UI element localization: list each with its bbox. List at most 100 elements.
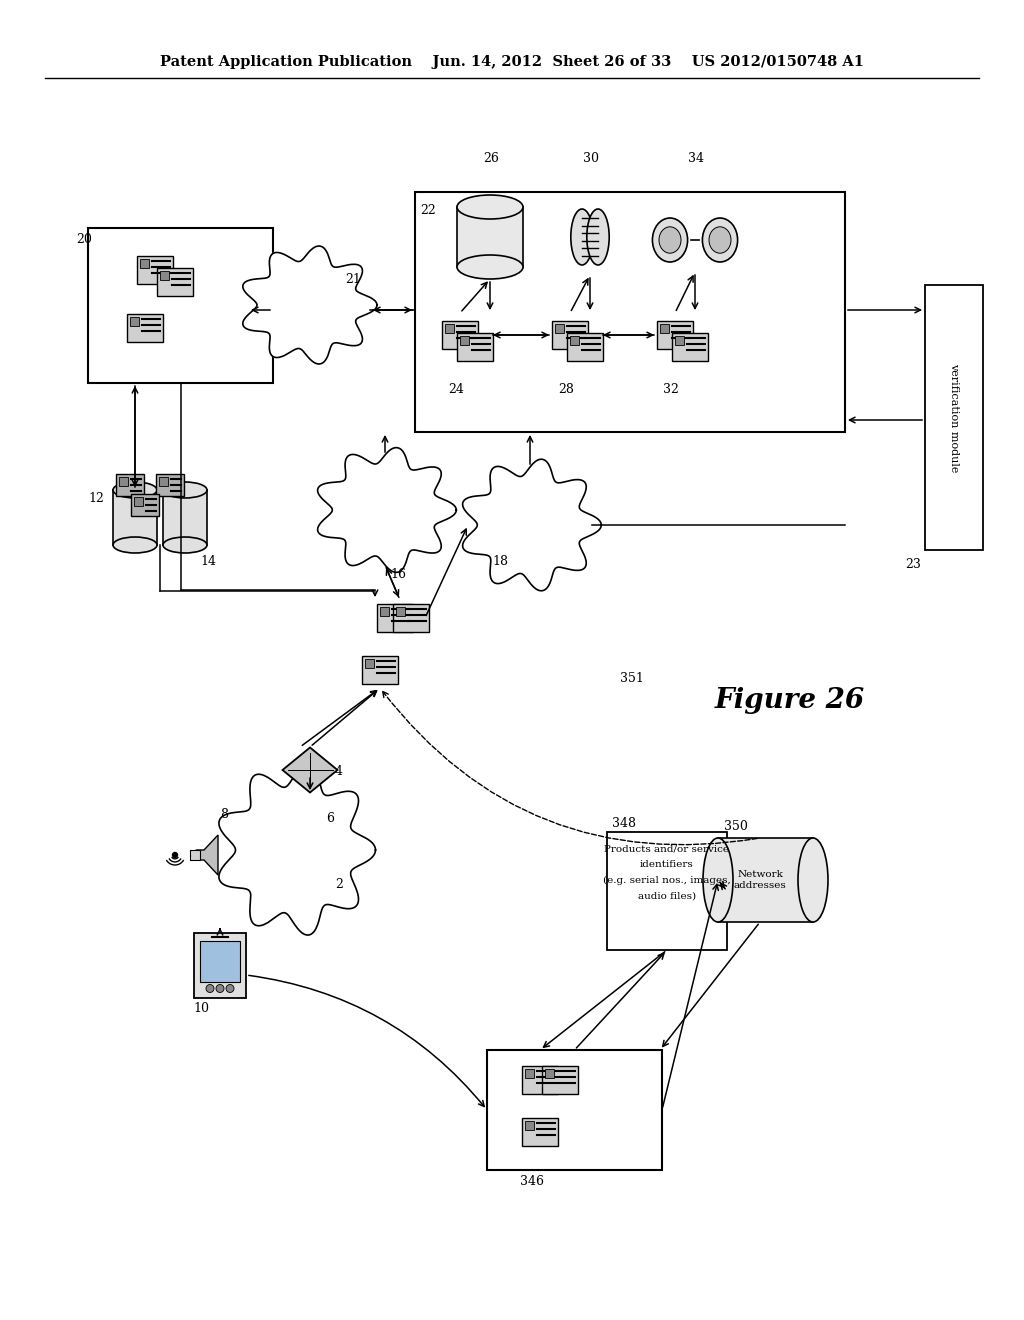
Polygon shape <box>283 747 338 792</box>
Bar <box>127 314 163 342</box>
Bar <box>525 1069 534 1078</box>
Bar <box>131 494 159 516</box>
Bar <box>442 321 478 348</box>
Bar <box>88 228 273 383</box>
Text: verification module: verification module <box>949 363 959 473</box>
Bar <box>396 607 406 616</box>
Polygon shape <box>317 447 457 573</box>
Bar <box>457 207 523 267</box>
Text: Patent Application Publication    Jun. 14, 2012  Sheet 26 of 33    US 2012/01507: Patent Application Publication Jun. 14, … <box>160 55 864 69</box>
Text: 351: 351 <box>620 672 644 685</box>
Circle shape <box>172 853 177 858</box>
Text: 14: 14 <box>200 554 216 568</box>
Ellipse shape <box>570 209 593 265</box>
Bar <box>377 605 413 632</box>
Bar <box>156 474 184 496</box>
Text: 20: 20 <box>76 234 92 246</box>
Circle shape <box>216 985 224 993</box>
Bar <box>393 605 429 632</box>
Bar <box>116 474 144 496</box>
Text: 24: 24 <box>449 383 464 396</box>
Bar <box>134 498 143 506</box>
Ellipse shape <box>798 838 828 921</box>
Bar <box>190 850 200 861</box>
Text: identifiers: identifiers <box>640 861 694 869</box>
Text: 18: 18 <box>492 554 508 568</box>
Circle shape <box>226 985 234 993</box>
Text: 21: 21 <box>345 273 360 286</box>
Text: 10: 10 <box>193 1002 209 1015</box>
Bar <box>607 832 727 950</box>
Ellipse shape <box>709 227 731 253</box>
Bar <box>555 323 564 333</box>
Text: 346: 346 <box>520 1175 544 1188</box>
Text: 2: 2 <box>335 878 343 891</box>
Ellipse shape <box>113 537 157 553</box>
Bar <box>522 1118 558 1146</box>
Ellipse shape <box>587 209 609 265</box>
Bar <box>567 333 603 360</box>
Text: 8: 8 <box>220 808 228 821</box>
Text: (e.g. serial nos., images,: (e.g. serial nos., images, <box>603 876 731 886</box>
Text: 12: 12 <box>88 492 103 506</box>
Ellipse shape <box>113 482 157 498</box>
Bar <box>113 490 157 545</box>
Ellipse shape <box>652 218 687 261</box>
Bar <box>137 256 173 284</box>
Bar <box>159 477 168 486</box>
Bar <box>445 323 454 333</box>
Bar <box>542 1067 578 1094</box>
Bar <box>925 285 983 550</box>
Text: 348: 348 <box>612 817 636 830</box>
Text: 28: 28 <box>558 383 573 396</box>
Bar <box>545 1069 554 1078</box>
Text: 32: 32 <box>663 383 679 396</box>
Text: Figure 26: Figure 26 <box>715 686 865 714</box>
Ellipse shape <box>702 218 737 261</box>
Bar <box>194 932 246 998</box>
Bar <box>200 940 240 982</box>
Bar <box>675 337 684 345</box>
Bar <box>522 1067 558 1094</box>
Bar <box>552 321 588 348</box>
Ellipse shape <box>703 838 733 921</box>
Bar <box>160 271 169 280</box>
Bar <box>570 337 579 345</box>
Text: Network
addresses: Network addresses <box>733 870 786 890</box>
Bar <box>362 656 398 684</box>
Bar <box>365 659 374 668</box>
Text: 30: 30 <box>583 152 599 165</box>
Bar <box>718 838 813 921</box>
Bar <box>660 323 669 333</box>
Text: 350: 350 <box>724 820 748 833</box>
Ellipse shape <box>163 482 207 498</box>
Bar <box>415 191 845 432</box>
Text: 26: 26 <box>483 152 499 165</box>
Ellipse shape <box>659 227 681 253</box>
Bar <box>460 337 469 345</box>
Polygon shape <box>196 836 218 875</box>
Text: 22: 22 <box>420 205 436 216</box>
Bar <box>130 317 139 326</box>
Polygon shape <box>219 766 376 935</box>
Bar <box>457 333 493 360</box>
Text: 34: 34 <box>688 152 705 165</box>
Bar <box>157 268 193 296</box>
Polygon shape <box>463 459 601 591</box>
Circle shape <box>206 985 214 993</box>
Ellipse shape <box>163 537 207 553</box>
Bar <box>163 490 207 545</box>
Text: Products and/or service: Products and/or service <box>604 843 729 853</box>
Bar <box>525 1121 534 1130</box>
Text: audio files): audio files) <box>638 892 696 902</box>
Ellipse shape <box>457 255 523 279</box>
Bar <box>487 1049 662 1170</box>
Text: 23: 23 <box>905 558 921 572</box>
Bar <box>140 259 150 268</box>
Ellipse shape <box>457 195 523 219</box>
Text: 6: 6 <box>326 812 334 825</box>
Bar <box>672 333 708 360</box>
Polygon shape <box>243 246 377 364</box>
Bar <box>657 321 693 348</box>
Text: 16: 16 <box>390 568 406 581</box>
